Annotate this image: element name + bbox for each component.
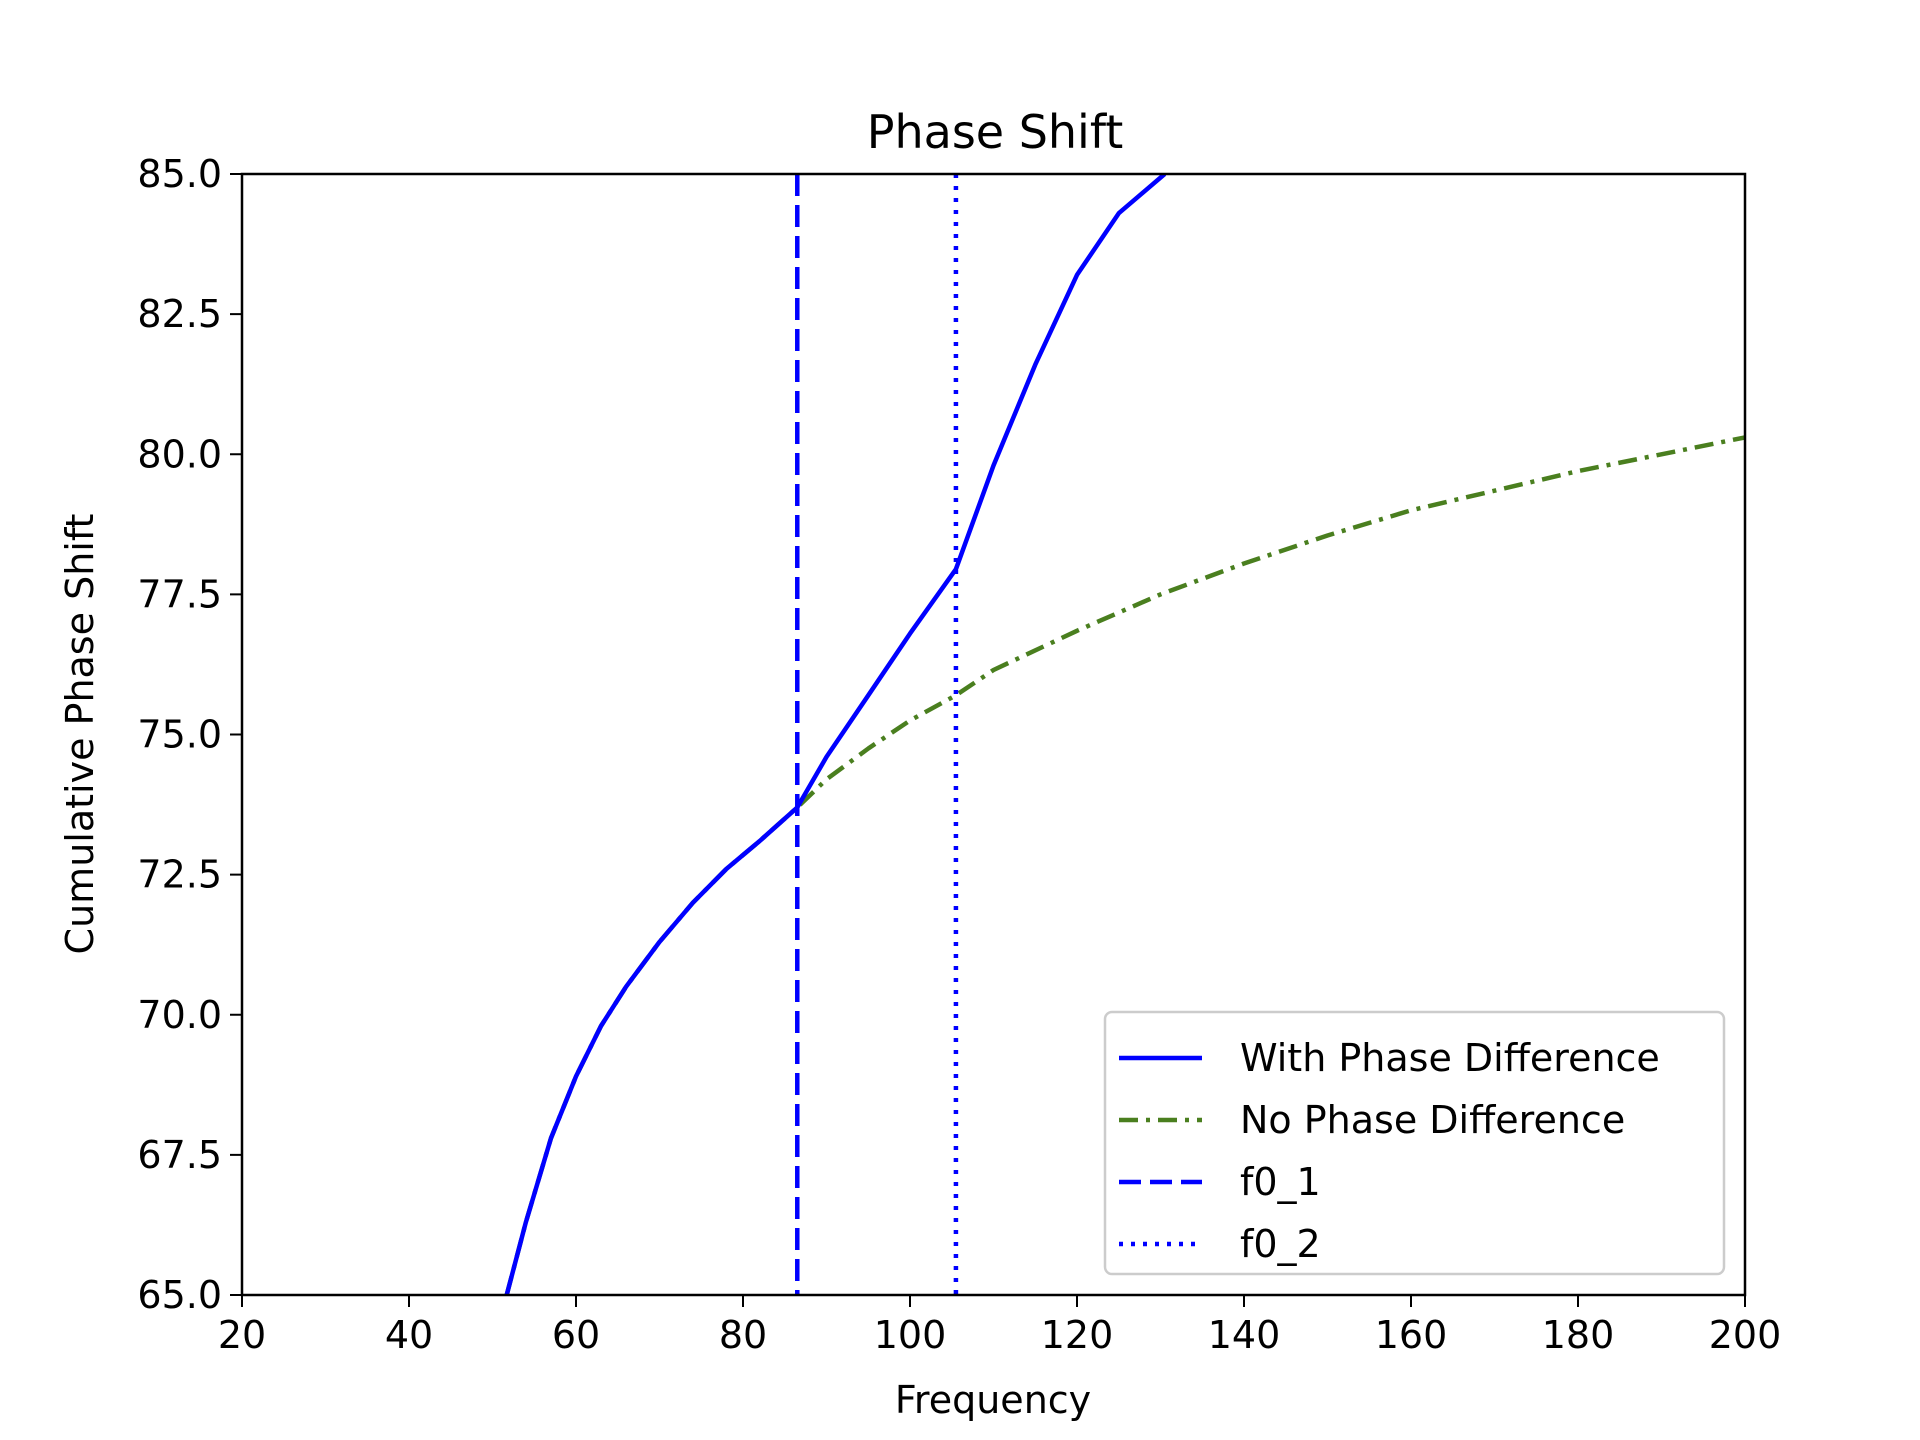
x-tick-label: 60 — [552, 1313, 600, 1357]
chart-title: Phase Shift — [867, 105, 1124, 159]
y-tick-label: 77.5 — [137, 572, 222, 616]
x-tick-label: 180 — [1542, 1313, 1615, 1357]
y-axis-label: Cumulative Phase Shift — [58, 514, 102, 955]
legend: With Phase Difference No Phase Difference… — [1103, 1010, 1726, 1276]
x-tick-label: 120 — [1041, 1313, 1114, 1357]
y-axis-ticks: 65.0 67.5 70.0 72.5 75.0 77.5 80.0 82.5 85.0 — [137, 152, 242, 1317]
y-tick-label: 75.0 — [137, 713, 222, 757]
legend-label: With Phase Difference — [1240, 1036, 1660, 1080]
plot-area — [504, 174, 1745, 1295]
legend-box — [1103, 1010, 1726, 1276]
y-tick-label: 72.5 — [137, 853, 222, 897]
x-tick-label: 160 — [1375, 1313, 1448, 1357]
y-tick-label: 67.5 — [137, 1133, 222, 1177]
x-tick-label: 40 — [385, 1313, 433, 1357]
y-tick-label: 82.5 — [137, 292, 222, 336]
x-tick-label: 200 — [1709, 1313, 1782, 1357]
series-line-0 — [504, 174, 1167, 1295]
x-axis-label: Frequency — [895, 1378, 1091, 1422]
legend-label: f0_2 — [1240, 1222, 1321, 1266]
x-tick-label: 140 — [1208, 1313, 1281, 1357]
y-tick-label: 80.0 — [137, 432, 222, 476]
y-tick-label: 70.0 — [137, 993, 222, 1037]
y-tick-label: 85.0 — [137, 152, 222, 196]
x-tick-label: 20 — [218, 1313, 266, 1357]
legend-label: No Phase Difference — [1240, 1098, 1625, 1142]
legend-label: f0_1 — [1240, 1160, 1321, 1204]
x-tick-label: 80 — [719, 1313, 767, 1357]
x-tick-label: 100 — [874, 1313, 947, 1357]
x-axis-ticks: 20 40 60 80 100 120 140 160 180 200 — [218, 1295, 1781, 1357]
y-tick-label: 65.0 — [137, 1273, 222, 1317]
